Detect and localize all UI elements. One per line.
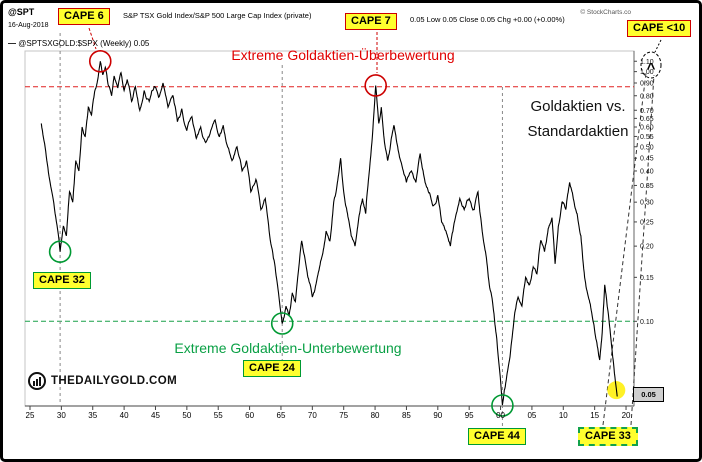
copyright-text: © StockCharts.co [580, 9, 631, 16]
projection-line-0 [602, 72, 647, 426]
comparison-annotation: Goldaktien vs. Standardaktien [498, 95, 658, 145]
y-tick-label: 0.25 [640, 219, 654, 226]
series-legend: — @SPTSXGOLD:$SPX (Weekly) 0.05 [8, 39, 149, 48]
red-connector-0 [88, 27, 97, 50]
comparison-line2: Standardaktien [527, 122, 629, 140]
cape-label-33: CAPE 33 [578, 427, 638, 446]
undervaluation-annotation: Extreme Goldaktien-Unterbewertung [174, 340, 402, 356]
x-tick-label: 40 [120, 411, 129, 420]
chart-title: S&P TSX Gold Index/S&P 500 Large Cap Ind… [123, 11, 312, 20]
cape-label-7: CAPE 7 [345, 13, 397, 30]
x-tick-label: 70 [308, 411, 317, 420]
marker-circle-cape-6 [88, 49, 112, 73]
y-tick-label: 0.35 [640, 183, 654, 190]
comparison-line1: Goldaktien vs. [530, 98, 626, 115]
y-tick-label: 1.10 [640, 59, 654, 66]
x-tick-label: 65 [277, 411, 286, 420]
x-tick-label: 00 [496, 411, 505, 420]
chart-date: 16-Aug-2018 [8, 22, 49, 29]
marker-circle-cape-44 [491, 394, 514, 417]
y-tick-label: 0.45 [640, 156, 654, 163]
y-tick-label: 1.00 [640, 69, 654, 76]
y-tick-label: 0.30 [640, 200, 654, 207]
y-tick-label: 0.15 [640, 275, 654, 282]
x-tick-label: 85 [402, 411, 411, 420]
marker-circle-cape-7 [364, 74, 387, 97]
x-tick-label: 05 [527, 411, 536, 420]
y-tick-label: 0.10 [640, 319, 654, 326]
y-tick-label: 0.70 [640, 108, 654, 115]
cape-label-32: CAPE 32 [33, 272, 91, 289]
x-tick-label: 55 [214, 411, 223, 420]
cape-label-lt10: CAPE <10 [627, 20, 692, 37]
x-tick-label: 15 [590, 411, 599, 420]
legend-label: @SPTSXGOLD:$SPX (Weekly) 0.05 [18, 39, 150, 48]
up-arrow-icon: ^ [647, 60, 656, 77]
y-tick-label: 0.20 [640, 244, 654, 251]
x-tick-label: 45 [151, 411, 160, 420]
arrow-connector [654, 39, 662, 53]
series-line [40, 61, 618, 406]
x-tick-label: 50 [182, 411, 191, 420]
ohlc-readout: 0.05 Low 0.05 Close 0.05 Chg +0.00 (+0.0… [410, 15, 565, 24]
x-tick-label: 35 [88, 411, 97, 420]
watermark: THEDAILYGOLD.COM [27, 371, 177, 391]
arrow-circle [640, 51, 662, 79]
dailygold-logo-icon [28, 372, 46, 390]
cape-label-6: CAPE 6 [58, 8, 110, 25]
cape-label-44: CAPE 44 [468, 428, 526, 445]
marker-circle-cape-24 [270, 312, 294, 335]
y-tick-label: 0.50 [640, 144, 654, 151]
marker-circle-cape-32 [48, 240, 72, 263]
y-tick-label: 0.90 [640, 81, 654, 88]
projection-line-1 [630, 74, 655, 426]
y-tick-label: 0.40 [640, 168, 654, 175]
x-tick-label: 80 [371, 411, 380, 420]
y-tick-label: 0.80 [640, 93, 654, 100]
x-tick-label: 10 [559, 411, 568, 420]
x-tick-label: 90 [433, 411, 442, 420]
x-tick-label: 30 [57, 411, 66, 420]
x-tick-label: 75 [339, 411, 348, 420]
x-tick-label: 20 [622, 411, 631, 420]
y-tick-label: 0.55 [640, 134, 654, 141]
legend-line-swatch: — [8, 39, 16, 48]
x-tick-label: 95 [465, 411, 474, 420]
x-tick-label: 25 [26, 411, 35, 420]
watermark-text: THEDAILYGOLD.COM [51, 375, 178, 387]
y-tick-label: 0.60 [640, 124, 654, 131]
y-tick-label: 0.65 [640, 116, 654, 123]
last-price-box: 0.05 [633, 387, 664, 402]
x-tick-label: 60 [245, 411, 254, 420]
overvaluation-annotation: Extreme Goldaktien-Überbewertung [231, 47, 455, 63]
cape-label-24: CAPE 24 [243, 360, 301, 377]
ticker-symbol: @SPT [8, 7, 35, 17]
